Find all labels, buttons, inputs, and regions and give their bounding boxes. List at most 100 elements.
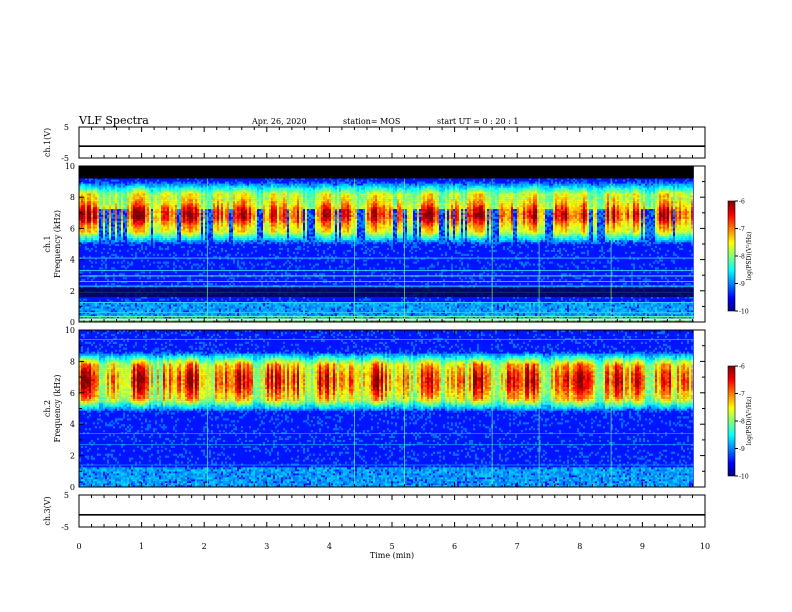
spectrogram-cell bbox=[133, 304, 135, 307]
spectrogram-cell bbox=[217, 214, 219, 217]
spectrogram-cell bbox=[221, 230, 223, 233]
spectrogram-cell bbox=[85, 298, 87, 301]
spectrogram-cell bbox=[207, 199, 209, 202]
spectrogram-cell bbox=[271, 279, 273, 282]
spectrogram-cell bbox=[149, 244, 151, 247]
spectrogram-cell bbox=[263, 185, 265, 188]
spectrogram-cell bbox=[93, 232, 95, 235]
spectrogram-cell bbox=[261, 257, 263, 260]
spectrogram-cell bbox=[189, 308, 191, 311]
spectrogram-cell bbox=[255, 308, 257, 311]
spectrogram-cell bbox=[207, 224, 209, 227]
spectrogram-cell bbox=[275, 205, 277, 208]
spectrogram-cell bbox=[119, 232, 121, 235]
spectrogram-cell bbox=[185, 214, 187, 217]
spectrogram-cell bbox=[287, 259, 289, 262]
spectrogram-cell bbox=[219, 320, 221, 323]
spectrogram-cell bbox=[83, 279, 85, 282]
spectrogram-cell bbox=[145, 234, 147, 237]
spectrogram-cell bbox=[275, 228, 277, 231]
spectrogram-cell bbox=[253, 206, 255, 210]
spectrogram-cell bbox=[93, 277, 95, 280]
spectrogram-cell bbox=[137, 187, 139, 190]
spectrogram-cell bbox=[211, 300, 213, 303]
spectrogram-cell bbox=[181, 308, 183, 311]
spectrogram-cell bbox=[133, 314, 135, 317]
spectrogram-cell bbox=[145, 212, 147, 215]
spectrogram-cell bbox=[121, 183, 123, 186]
spectrogram-cell bbox=[237, 199, 239, 202]
spectrogram-cell bbox=[265, 189, 267, 192]
spectrogram-cell bbox=[213, 308, 215, 311]
spectrogram-cell bbox=[115, 218, 117, 221]
spectrogram-cell bbox=[207, 226, 209, 229]
spectrogram-cell bbox=[125, 191, 127, 194]
spectrogram-cell bbox=[257, 304, 259, 307]
spectrogram-cell bbox=[255, 197, 257, 200]
spectrogram-cell bbox=[237, 206, 239, 210]
spectrogram-cell bbox=[143, 314, 145, 317]
spectrogram-cell bbox=[151, 197, 153, 200]
spectrogram-cell bbox=[169, 212, 171, 215]
spectrogram-cell bbox=[83, 238, 85, 241]
spectrogram-cell bbox=[197, 203, 199, 206]
spectrogram-cell bbox=[255, 300, 257, 303]
spectrogram-cell bbox=[103, 302, 105, 305]
spectrogram-cell bbox=[287, 320, 289, 323]
spectrogram-cell bbox=[147, 300, 149, 303]
spectrogram-cell bbox=[93, 308, 95, 311]
spectrogram-cell bbox=[127, 226, 129, 229]
spectrogram-cell bbox=[273, 201, 275, 204]
spectrogram-cell bbox=[237, 216, 239, 219]
spectrogram-cell bbox=[89, 316, 91, 319]
spectrogram-cell bbox=[165, 185, 167, 188]
spectrogram-cell bbox=[93, 226, 95, 229]
spectrogram-cell bbox=[259, 203, 261, 206]
spectrogram-cell bbox=[115, 255, 117, 258]
spectrogram-cell bbox=[145, 230, 147, 233]
spectrogram-cell bbox=[217, 242, 219, 245]
spectrogram-cell bbox=[211, 312, 213, 315]
spectrogram-cell bbox=[299, 310, 301, 313]
spectrogram-cell bbox=[101, 267, 103, 270]
spectrogram-cell bbox=[173, 187, 175, 190]
spectrogram-cell bbox=[87, 277, 89, 280]
spectrogram-cell bbox=[221, 220, 223, 223]
spectrogram-cell bbox=[197, 187, 199, 190]
spectrogram-cell bbox=[165, 232, 167, 235]
spectrogram-cell bbox=[301, 216, 303, 219]
spectrogram-cell bbox=[235, 205, 237, 208]
spectrogram-cell bbox=[79, 298, 81, 301]
spectrogram-cell bbox=[113, 302, 115, 305]
spectrogram-cell bbox=[289, 261, 291, 264]
spectrogram-cell bbox=[215, 214, 217, 217]
spectrogram-cell bbox=[169, 208, 171, 212]
spectrogram-cell bbox=[191, 265, 193, 268]
spectrogram-cell bbox=[133, 222, 135, 225]
spectrogram-cell bbox=[83, 205, 85, 208]
spectrogram-cell bbox=[225, 312, 227, 315]
spectrogram-cell bbox=[115, 208, 117, 212]
spectrogram-cell bbox=[151, 183, 153, 186]
spectrogram-cell bbox=[107, 304, 109, 307]
spectrogram-cell bbox=[255, 310, 257, 313]
spectrogram-cell bbox=[223, 218, 225, 221]
spectrogram-cell bbox=[155, 208, 157, 212]
spectrogram-cell bbox=[175, 253, 177, 256]
spectrogram-cell bbox=[297, 251, 299, 254]
spectrogram-cell bbox=[89, 304, 91, 307]
spectrogram-cell bbox=[233, 310, 235, 313]
spectrogram-cell bbox=[135, 187, 137, 190]
spectrogram-cell bbox=[169, 222, 171, 225]
spectrogram-cell bbox=[261, 320, 263, 323]
spectrogram-cell bbox=[221, 312, 223, 315]
spectrogram-cell bbox=[187, 216, 189, 219]
spectrogram-cell bbox=[225, 195, 227, 198]
spectrogram-cell bbox=[113, 304, 115, 307]
spectrogram-cell bbox=[271, 240, 273, 243]
spectrogram-cell bbox=[145, 238, 147, 241]
spectrogram-cell bbox=[195, 308, 197, 311]
spectrogram-cell bbox=[101, 308, 103, 311]
spectrogram-cell bbox=[141, 232, 143, 235]
spectrogram-cell bbox=[83, 236, 85, 239]
